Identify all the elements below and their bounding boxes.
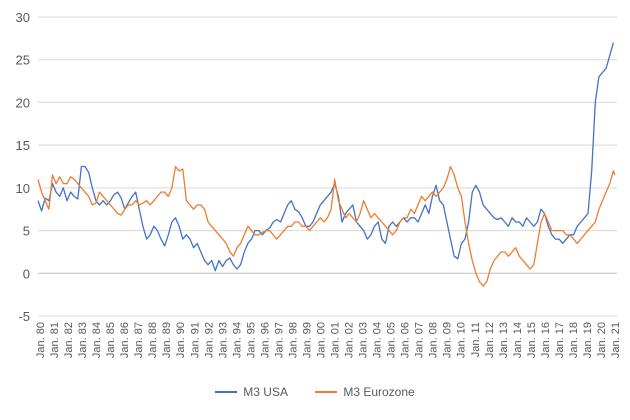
x-tick-label: Jan. 83 bbox=[77, 322, 89, 358]
x-tick-label: Jan. 14 bbox=[512, 322, 524, 358]
x-tick-label: Jan. 02 bbox=[344, 322, 356, 358]
y-tick-label: 0 bbox=[23, 266, 30, 281]
y-tick-label: 25 bbox=[16, 53, 30, 68]
y-tick-label: 15 bbox=[16, 138, 30, 153]
x-tick-label: Jan. 03 bbox=[358, 322, 370, 358]
legend: M3 USA M3 Eurozone bbox=[0, 382, 630, 399]
y-tick-label: -5 bbox=[18, 309, 30, 324]
x-tick-label: Jan. 18 bbox=[568, 322, 580, 358]
x-tick-label: Jan. 92 bbox=[203, 322, 215, 358]
x-tick-label: Jan. 16 bbox=[540, 322, 552, 358]
x-tick-label: Jan. 85 bbox=[105, 322, 117, 358]
x-tick-label: Jan. 11 bbox=[470, 322, 482, 357]
y-tick-label: 10 bbox=[16, 181, 30, 196]
series-lines bbox=[37, 42, 616, 287]
x-tick-label: Jan. 86 bbox=[119, 322, 131, 358]
x-tick-label: Jan. 00 bbox=[315, 322, 327, 358]
x-tick-label: Jan. 89 bbox=[161, 322, 173, 358]
x-tick-label: Jan. 20 bbox=[596, 322, 608, 358]
series-line-usa bbox=[37, 42, 615, 272]
legend-item-usa: M3 USA bbox=[215, 385, 288, 399]
x-tick-label: Jan. 84 bbox=[91, 322, 103, 358]
x-tick-label: Jan. 99 bbox=[301, 322, 313, 358]
legend-item-eurozone: M3 Eurozone bbox=[315, 385, 415, 399]
x-tick-label: Jan. 88 bbox=[147, 322, 159, 358]
x-tick-label: Jan. 06 bbox=[400, 322, 412, 358]
x-tick-label: Jan. 07 bbox=[414, 322, 426, 358]
x-axis: Jan. 80 Jan. 81 Jan. 82 Jan. 83 Jan. 84 Jan. … bbox=[35, 322, 622, 358]
gridlines bbox=[38, 16, 617, 317]
x-tick-label: Jan. 94 bbox=[231, 322, 243, 358]
y-axis: -5 0 5 10 15 20 25 30 bbox=[16, 10, 30, 324]
y-tick-label: 30 bbox=[16, 10, 30, 25]
x-tick-label: Jan. 80 bbox=[35, 322, 47, 358]
series-line-eurozone bbox=[37, 165, 616, 287]
x-tick-label: Jan. 97 bbox=[273, 322, 285, 358]
x-tick-label: Jan. 17 bbox=[554, 322, 566, 358]
y-tick-label: 5 bbox=[23, 224, 30, 239]
x-tick-label: Jan. 81 bbox=[49, 322, 61, 358]
x-tick-label: Jan. 93 bbox=[217, 322, 229, 358]
legend-label-eurozone: M3 Eurozone bbox=[343, 385, 415, 399]
x-tick-label: Jan. 15 bbox=[526, 322, 538, 358]
legend-swatch-usa bbox=[215, 391, 238, 393]
x-tick-label: Jan. 05 bbox=[386, 322, 398, 358]
legend-swatch-eurozone bbox=[315, 391, 338, 393]
y-tick-label: 20 bbox=[16, 95, 30, 110]
x-tick-label: Jan. 87 bbox=[133, 322, 145, 358]
legend-label-usa: M3 USA bbox=[243, 385, 288, 399]
x-tick-label: Jan. 91 bbox=[189, 322, 201, 358]
x-tick-label: Jan. 13 bbox=[498, 322, 510, 358]
x-tick-label: Jan. 04 bbox=[372, 322, 384, 358]
x-tick-label: Jan. 90 bbox=[175, 322, 187, 358]
x-tick-label: Jan. 98 bbox=[287, 322, 299, 358]
x-tick-label: Jan. 21 bbox=[610, 322, 622, 358]
x-tick-label: Jan. 09 bbox=[442, 322, 454, 358]
x-tick-label: Jan. 95 bbox=[245, 322, 257, 358]
x-tick-label: Jan. 96 bbox=[259, 322, 271, 358]
x-tick-label: Jan. 82 bbox=[63, 322, 75, 358]
x-tick-label: Jan. 12 bbox=[484, 322, 496, 358]
x-tick-label: Jan. 08 bbox=[428, 322, 440, 358]
x-tick-label: Jan. 01 bbox=[330, 322, 342, 358]
x-tick-label: Jan. 19 bbox=[582, 322, 594, 358]
x-tick-label: Jan. 10 bbox=[456, 322, 468, 358]
